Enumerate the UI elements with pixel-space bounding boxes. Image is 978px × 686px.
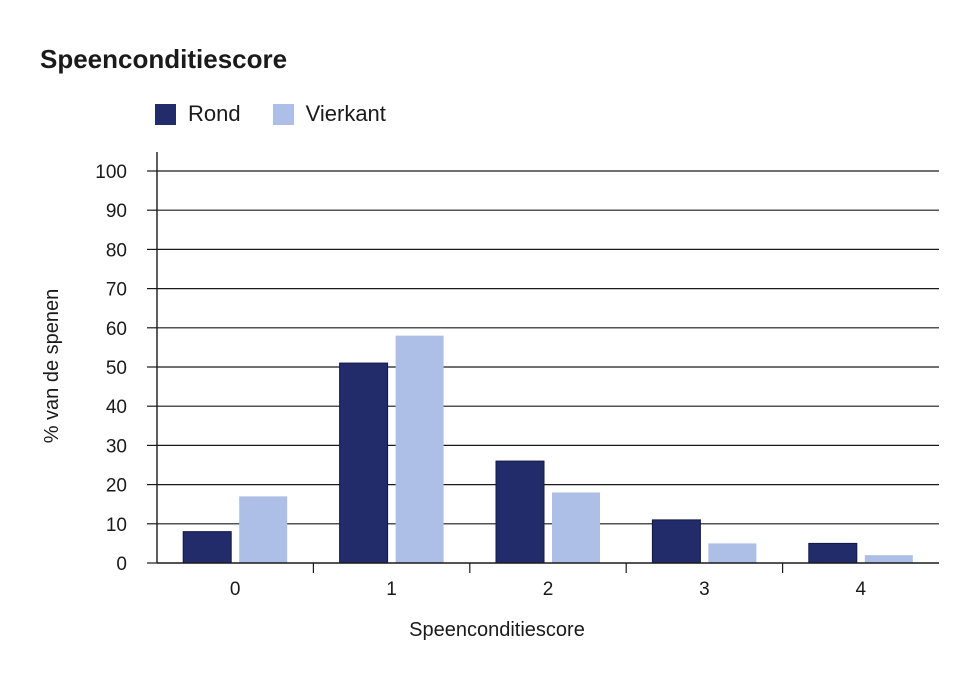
y-tick-label-100: 100 bbox=[95, 162, 127, 183]
y-tick-label-30: 30 bbox=[106, 436, 127, 457]
bar-rond-0 bbox=[182, 531, 232, 564]
legend-swatch-rond bbox=[155, 103, 176, 125]
legend: Rond Vierkant bbox=[155, 101, 418, 127]
legend-label-vierkant: Vierkant bbox=[305, 101, 386, 126]
y-axis-label: % van de spenen bbox=[41, 289, 63, 444]
gridlines bbox=[157, 170, 939, 525]
bar-vierkant-2 bbox=[552, 492, 600, 563]
y-tick-label-70: 70 bbox=[106, 280, 127, 301]
chart-title: Speenconditiescore bbox=[40, 44, 288, 74]
legend-item-vierkant: Vierkant bbox=[272, 101, 386, 127]
y-tick-label-90: 90 bbox=[106, 201, 127, 222]
x-tick-label-2: 2 bbox=[543, 579, 554, 600]
y-tick-label-60: 60 bbox=[106, 319, 127, 340]
y-tick-label-0: 0 bbox=[116, 554, 127, 575]
bar-rond-3 bbox=[651, 519, 701, 564]
axes bbox=[147, 152, 939, 573]
x-tick-label-4: 4 bbox=[856, 579, 867, 600]
bar-vierkant-4 bbox=[864, 555, 913, 563]
y-tick-labels: 0 10 20 30 40 50 60 70 80 90 100 bbox=[95, 162, 127, 575]
bar-rond-4 bbox=[808, 542, 858, 564]
bar-vierkant-0 bbox=[239, 496, 288, 563]
y-tick-label-80: 80 bbox=[106, 240, 127, 261]
bar-vierkant-3 bbox=[708, 543, 757, 563]
bars bbox=[182, 335, 913, 564]
legend-label-rond: Rond bbox=[188, 101, 241, 126]
x-tick-label-0: 0 bbox=[230, 579, 241, 600]
x-tick-labels: 0 1 2 3 4 bbox=[230, 579, 867, 600]
y-tick-label-20: 20 bbox=[106, 476, 127, 497]
bar-rond-2 bbox=[495, 460, 545, 564]
x-tick-label-1: 1 bbox=[386, 579, 397, 600]
bar-vierkant-1 bbox=[395, 335, 444, 563]
y-tick-label-40: 40 bbox=[106, 397, 127, 418]
x-axis-label: Speenconditiescore bbox=[409, 619, 585, 641]
legend-item-rond: Rond bbox=[155, 101, 241, 127]
x-tick-label-3: 3 bbox=[699, 579, 710, 600]
legend-swatch-vierkant bbox=[272, 103, 294, 125]
y-tick-label-10: 10 bbox=[106, 515, 127, 536]
y-tick-label-50: 50 bbox=[106, 358, 127, 379]
bar-rond-1 bbox=[339, 362, 389, 564]
